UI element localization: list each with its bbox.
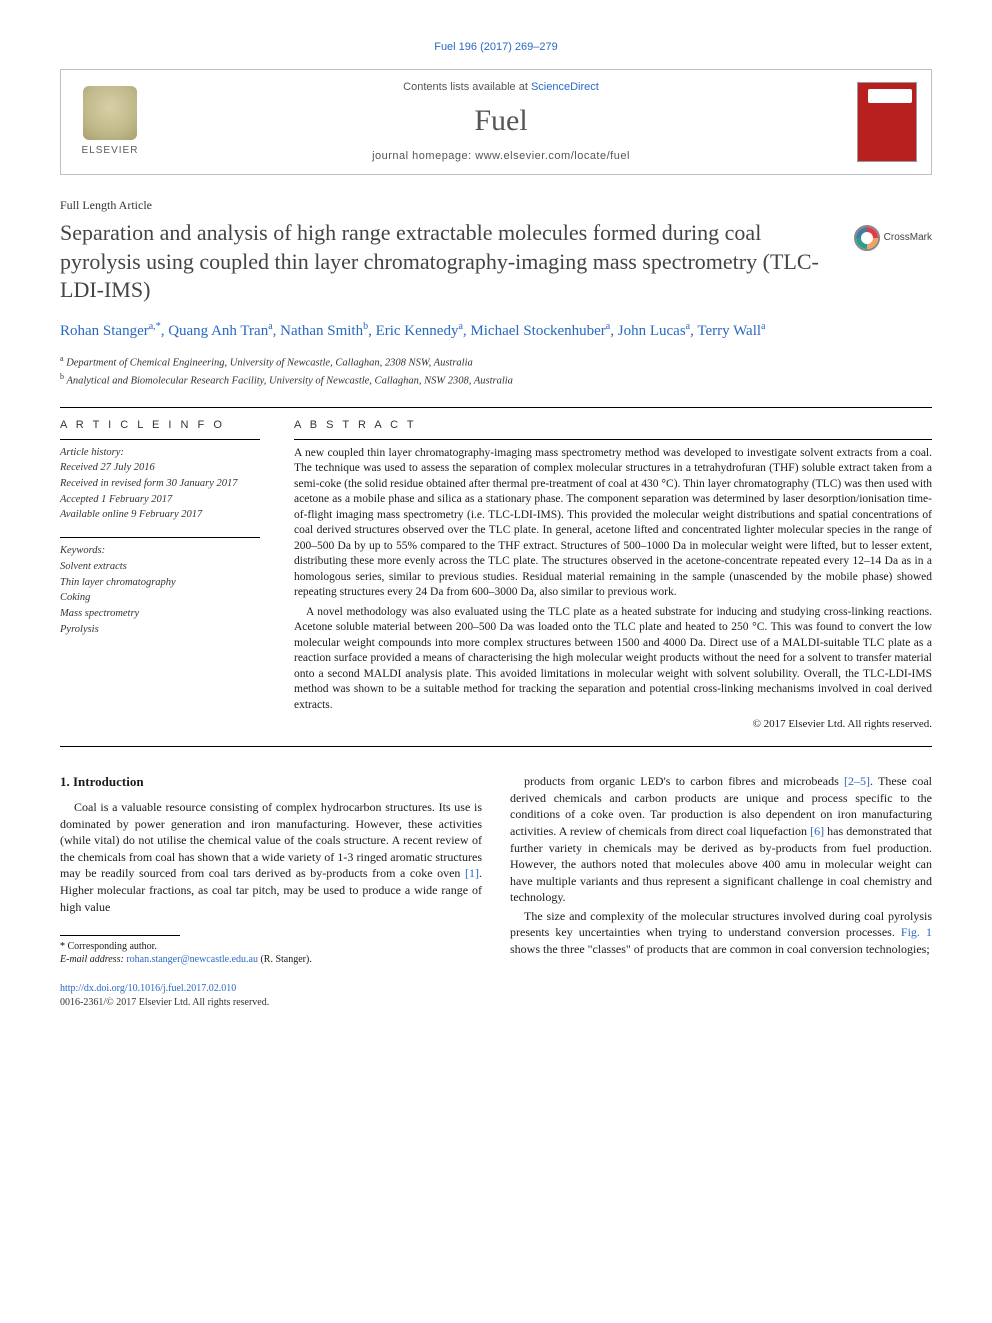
issn-copyright-line: 0016-2361/© 2017 Elsevier Ltd. All right… [60, 996, 932, 1010]
citation-link[interactable]: [1] [465, 866, 479, 880]
date-accepted: Accepted 1 February 2017 [60, 493, 260, 508]
doi-line: http://dx.doi.org/10.1016/j.fuel.2017.02… [60, 982, 932, 996]
homepage-label: journal homepage: [372, 150, 475, 162]
crossmark-icon [854, 225, 880, 251]
keyword: Mass spectrometry [60, 607, 260, 622]
keyword: Coking [60, 591, 260, 606]
cover-label: FUEL [884, 90, 909, 101]
date-online: Available online 9 February 2017 [60, 508, 260, 523]
affiliation-b: b Analytical and Biomolecular Research F… [60, 371, 932, 389]
homepage-url[interactable]: www.elsevier.com/locate/fuel [475, 150, 630, 162]
body-para: Coal is a valuable resource consisting o… [60, 799, 482, 915]
email-note: E-mail address: rohan.stanger@newcastle.… [60, 953, 482, 966]
article-type-label: Full Length Article [60, 197, 932, 213]
abstract-body: A new coupled thin layer chromatography-… [294, 446, 932, 733]
abstract-p2: A novel methodology was also evaluated u… [294, 605, 932, 714]
body-para: The size and complexity of the molecular… [510, 908, 932, 958]
keywords-block: Keywords: Solvent extracts Thin layer ch… [60, 544, 260, 637]
journal-cover-thumb: FUEL [857, 82, 917, 162]
publisher-logo: ELSEVIER [75, 86, 145, 158]
date-received: Received 27 July 2016 [60, 461, 260, 476]
section-heading: 1. Introduction [60, 773, 482, 791]
citation-link[interactable]: [2–5] [844, 774, 870, 788]
doi-link[interactable]: http://dx.doi.org/10.1016/j.fuel.2017.02… [60, 983, 236, 994]
footnotes: * Corresponding author. E-mail address: … [60, 940, 482, 966]
contents-prefix: Contents lists available at [403, 81, 531, 93]
affiliation-a: a Department of Chemical Engineering, Un… [60, 353, 932, 371]
elsevier-tree-icon [83, 86, 137, 140]
corresponding-author-note: * Corresponding author. [60, 940, 482, 953]
journal-title: Fuel [145, 101, 857, 142]
citation-link[interactable]: Fig. 1 [901, 925, 932, 939]
divider-bottom [60, 746, 932, 747]
body-col-left: 1. Introduction Coal is a valuable resou… [60, 773, 482, 966]
divider-top [60, 407, 932, 408]
sciencedirect-link[interactable]: ScienceDirect [531, 81, 599, 93]
info-rule-2 [60, 537, 260, 538]
abstract-head: A B S T R A C T [294, 418, 932, 433]
footnote-rule [60, 935, 180, 936]
publisher-name: ELSEVIER [75, 144, 145, 158]
keywords-label: Keywords: [60, 544, 260, 559]
contents-available-line: Contents lists available at ScienceDirec… [145, 80, 857, 95]
body-para: products from organic LED's to carbon fi… [510, 773, 932, 905]
citation-header: Fuel 196 (2017) 269–279 [60, 40, 932, 55]
keyword: Thin layer chromatography [60, 576, 260, 591]
body-col-right: products from organic LED's to carbon fi… [510, 773, 932, 966]
abstract-rule [294, 439, 932, 440]
history-label: Article history: [60, 446, 260, 461]
keyword: Solvent extracts [60, 560, 260, 575]
date-revised: Received in revised form 30 January 2017 [60, 477, 260, 492]
article-info-head: A R T I C L E I N F O [60, 418, 260, 433]
crossmark-widget[interactable]: CrossMark [854, 225, 932, 251]
author-list: Rohan Stangera,*, Quang Anh Trana, Natha… [60, 319, 932, 343]
crossmark-label: CrossMark [884, 231, 932, 245]
article-history: Article history: Received 27 July 2016 R… [60, 446, 260, 523]
affiliations: a Department of Chemical Engineering, Un… [60, 353, 932, 389]
journal-homepage-line: journal homepage: www.elsevier.com/locat… [145, 149, 857, 164]
article-title: Separation and analysis of high range ex… [60, 219, 840, 305]
abstract-copyright: © 2017 Elsevier Ltd. All rights reserved… [294, 717, 932, 732]
info-rule [60, 439, 260, 440]
article-body: 1. Introduction Coal is a valuable resou… [60, 773, 932, 966]
abstract-p1: A new coupled thin layer chromatography-… [294, 446, 932, 601]
journal-masthead: ELSEVIER Contents lists available at Sci… [60, 69, 932, 175]
author-email-link[interactable]: rohan.stanger@newcastle.edu.au [126, 954, 258, 965]
citation-link[interactable]: [6] [810, 824, 824, 838]
keyword: Pyrolysis [60, 623, 260, 638]
